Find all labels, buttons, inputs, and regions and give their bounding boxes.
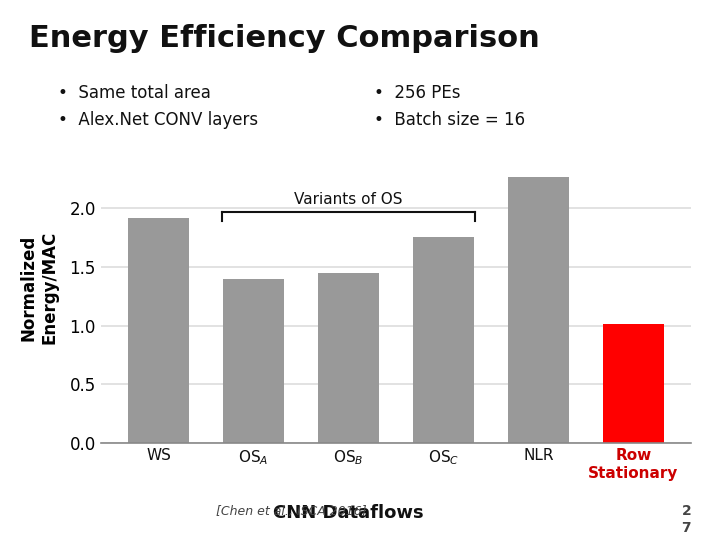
- Bar: [413, 237, 474, 443]
- Bar: [127, 218, 189, 443]
- Text: •  Same total area: • Same total area: [58, 84, 210, 102]
- Text: CNN Dataflows: CNN Dataflows: [273, 504, 424, 522]
- Text: •  Batch size = 16: • Batch size = 16: [374, 111, 526, 129]
- Text: 2
7: 2 7: [681, 504, 691, 535]
- Bar: [318, 273, 379, 443]
- Text: Energy Efficiency Comparison: Energy Efficiency Comparison: [29, 24, 539, 53]
- Text: •  Alex.Net CONV layers: • Alex.Net CONV layers: [58, 111, 258, 129]
- Text: Variants of OS: Variants of OS: [294, 192, 402, 207]
- Text: [Chen et al., ISCA 2016]: [Chen et al., ISCA 2016]: [216, 505, 366, 518]
- Bar: [603, 325, 665, 443]
- Bar: [222, 279, 284, 443]
- Bar: [508, 177, 570, 443]
- Y-axis label: Normalized
Energy/MAC: Normalized Energy/MAC: [19, 231, 58, 344]
- Text: •  256 PEs: • 256 PEs: [374, 84, 461, 102]
